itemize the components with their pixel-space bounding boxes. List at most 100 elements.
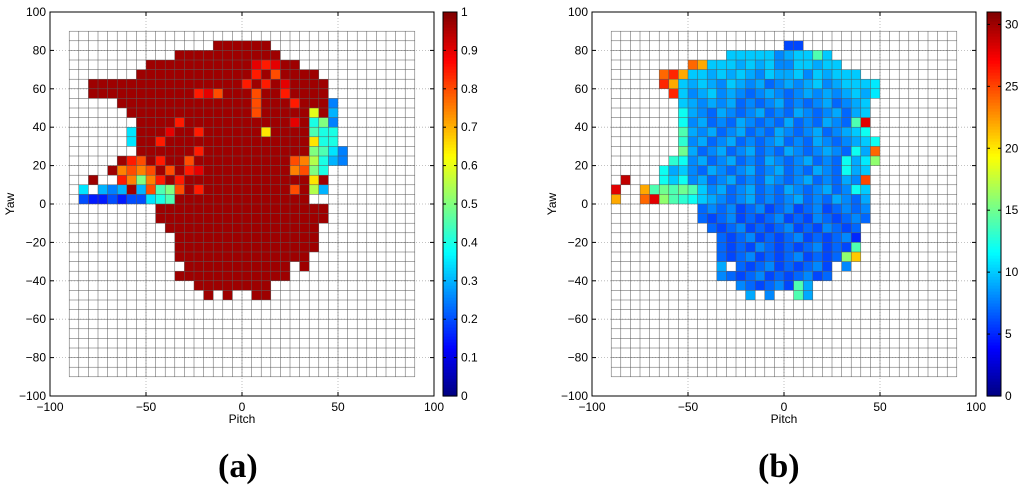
heatmap-cells xyxy=(611,40,880,300)
heatmap-cell xyxy=(668,69,679,80)
heatmap-cell xyxy=(270,175,281,185)
heatmap-cell xyxy=(78,194,89,204)
heatmap-cell xyxy=(280,223,290,233)
heatmap-cell xyxy=(261,60,271,70)
heatmap-cell xyxy=(270,79,281,89)
heatmap-cell xyxy=(832,213,842,224)
heatmap-cell xyxy=(261,213,271,224)
heatmap-cell xyxy=(146,69,156,80)
colorbar-segment xyxy=(443,36,457,40)
heatmap-cell xyxy=(668,175,679,185)
heatmap-cell xyxy=(745,79,756,89)
heatmap-cell xyxy=(155,175,166,185)
heatmap-cell xyxy=(736,108,746,118)
heatmap-cell xyxy=(659,69,669,80)
heatmap-cell xyxy=(803,146,813,156)
heatmap-cell xyxy=(860,136,871,147)
colorbar-segment xyxy=(443,333,457,337)
heatmap-cell xyxy=(261,50,271,60)
heatmap-cell xyxy=(155,136,166,147)
heatmap-cell xyxy=(242,175,252,185)
heatmap-cell xyxy=(649,194,660,204)
heatmap-cell xyxy=(270,213,281,224)
heatmap-cell xyxy=(165,60,175,70)
colorbar-segment xyxy=(987,174,1001,178)
colorbar-segment xyxy=(443,246,457,250)
heatmap-cell xyxy=(822,184,832,195)
colorbar-segment xyxy=(987,378,1001,382)
heatmap-cell xyxy=(213,223,223,233)
heatmap-cell xyxy=(755,232,765,243)
heatmap-cell xyxy=(812,213,823,224)
heatmap-cell xyxy=(251,194,262,204)
colorbar-segment xyxy=(443,324,457,328)
heatmap-cell xyxy=(745,146,756,156)
colorbar-segment xyxy=(987,249,1001,253)
heatmap-cell xyxy=(736,252,746,262)
colorbar-segment xyxy=(443,312,457,316)
heatmap-cell xyxy=(841,108,852,118)
heatmap-cell xyxy=(764,88,775,99)
heatmap-cell xyxy=(851,213,861,224)
colorbar-segment xyxy=(987,165,1001,169)
colorbar-segment xyxy=(443,309,457,313)
colorbar-segment xyxy=(443,342,457,346)
heatmap-cell xyxy=(678,108,688,118)
heatmap-cell xyxy=(841,204,852,214)
heatmap-cell xyxy=(270,194,281,204)
heatmap-cell xyxy=(174,127,185,137)
colorbar-segment xyxy=(443,18,457,22)
heatmap-cell xyxy=(832,60,842,70)
heatmap-cell xyxy=(822,271,832,281)
heatmap-cell xyxy=(213,165,223,176)
heatmap-cell xyxy=(870,146,880,156)
heatmap-cell xyxy=(126,88,137,99)
heatmap-cell xyxy=(261,165,271,176)
heatmap-cell xyxy=(822,88,832,99)
heatmap-cell xyxy=(251,69,262,80)
colorbar-segment xyxy=(443,300,457,304)
heatmap-cell xyxy=(784,69,794,80)
colorbar-segment xyxy=(987,216,1001,220)
heatmap-cell xyxy=(822,261,832,272)
heatmap-cell xyxy=(726,232,736,243)
heatmap-cell xyxy=(232,175,242,185)
colorbar-segment xyxy=(443,15,457,19)
heatmap-cell xyxy=(309,136,319,147)
heatmap-cell xyxy=(851,88,861,99)
heatmap-cell xyxy=(726,184,736,195)
heatmap-cell xyxy=(784,88,794,99)
heatmap-cell xyxy=(736,271,746,281)
heatmap-cell xyxy=(165,79,175,89)
heatmap-cell xyxy=(851,156,861,166)
heatmap-cell xyxy=(213,79,223,89)
heatmap-cell xyxy=(174,50,185,60)
heatmap-cell xyxy=(860,127,871,137)
colorbar-segment xyxy=(987,171,1001,175)
heatmap-cell xyxy=(146,194,156,204)
colorbar-segment xyxy=(443,138,457,142)
y-tick-label: 40 xyxy=(33,120,47,134)
x-axis-label: Pitch xyxy=(229,412,256,426)
heatmap-cell xyxy=(242,242,252,252)
heatmap-cell xyxy=(146,165,156,176)
colorbar-segment xyxy=(987,189,1001,193)
heatmap-cell xyxy=(851,184,861,195)
heatmap-cell xyxy=(851,136,861,147)
heatmap-cell xyxy=(280,242,290,252)
heatmap-cell xyxy=(222,223,233,233)
heatmap-cell xyxy=(213,156,223,166)
heatmap-cell xyxy=(232,60,242,70)
heatmap-cell xyxy=(678,146,688,156)
colorbar-segment xyxy=(987,93,1001,97)
colorbar-segment xyxy=(443,24,457,28)
heatmap-cell xyxy=(174,88,185,99)
heatmap-cell xyxy=(213,271,223,281)
heatmap-cell xyxy=(328,156,338,166)
heatmap-cell xyxy=(812,232,823,243)
heatmap-cell xyxy=(309,204,319,214)
heatmap-cell xyxy=(707,69,717,80)
heatmap-cell xyxy=(726,252,736,262)
heatmap-cell xyxy=(841,175,852,185)
heatmap-cell xyxy=(136,98,146,108)
